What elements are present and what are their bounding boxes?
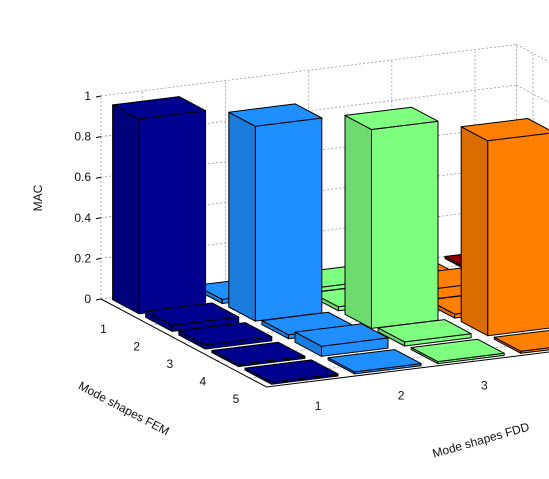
floor-front-edge xyxy=(100,298,549,388)
z-axis-label: MAC xyxy=(31,184,45,211)
x-tick-label: 4 xyxy=(200,375,207,389)
bar-top-face xyxy=(294,323,389,347)
x-tick-label: 2 xyxy=(133,339,140,353)
bar-top-face xyxy=(178,322,273,346)
z-tick-label: 1 xyxy=(84,89,91,103)
bar-5-3 xyxy=(410,338,505,365)
bar-top-face xyxy=(377,319,472,343)
bar-3-1 xyxy=(178,322,273,350)
bar-front-face xyxy=(138,110,207,315)
bar-2-2 xyxy=(228,103,323,322)
bar-front-face xyxy=(371,120,439,329)
bar-top-face xyxy=(244,359,339,383)
bar-top-face xyxy=(228,103,323,127)
bar-top-face xyxy=(410,338,505,363)
y-tick-label: 2 xyxy=(398,389,405,403)
z-tick-mark xyxy=(95,95,102,98)
y-tick-label: 1 xyxy=(315,399,322,413)
bar-top-face xyxy=(211,341,306,366)
z-tick-mark xyxy=(95,298,102,301)
bar-4-3 xyxy=(377,319,472,347)
x-axis-label: Mode shapes FEM xyxy=(76,379,172,439)
bars-layer xyxy=(112,96,549,385)
z-tick-mark xyxy=(95,257,102,260)
bar-side-face xyxy=(228,111,256,322)
bar-4-1 xyxy=(211,341,306,368)
bar-front-face xyxy=(487,132,549,337)
bar-4-4 xyxy=(460,118,549,337)
bar-1-1 xyxy=(112,96,207,315)
bar-2-1 xyxy=(145,302,240,332)
bar-3-3 xyxy=(344,106,439,329)
y-axis-label: Mode shapes FDD xyxy=(431,420,531,461)
x-tick-label: 3 xyxy=(166,357,173,371)
z-tick-label: 0.6 xyxy=(74,170,91,184)
z-tick-mark xyxy=(95,217,102,220)
z-tick-label: 0.2 xyxy=(74,251,91,265)
z-tick-label: 0.8 xyxy=(74,130,91,144)
bar-side-face xyxy=(112,104,140,315)
bar-top-face xyxy=(493,329,549,352)
z-tick-mark xyxy=(95,136,102,139)
bar-top-face xyxy=(327,349,422,373)
z-tick-mark xyxy=(95,176,102,179)
bar-top-face xyxy=(344,106,439,130)
bar-4-2 xyxy=(294,323,389,357)
ticks-layer: 00.20.40.60.811234512345 xyxy=(74,89,488,413)
x-tick-label: 1 xyxy=(100,322,107,336)
bar-top-face xyxy=(145,302,240,326)
bar-top-face xyxy=(112,96,207,120)
x-tick-label: 5 xyxy=(233,392,240,406)
z-tick-label: 0 xyxy=(84,292,91,306)
bar-side-face xyxy=(344,114,372,329)
z-tick-label: 0.4 xyxy=(74,211,91,225)
bar-5-2 xyxy=(327,349,422,375)
bar-side-face xyxy=(460,126,489,337)
grid-line xyxy=(100,44,517,97)
bar-top-face xyxy=(460,118,549,142)
bar-5-4 xyxy=(493,329,549,354)
bar-front-face xyxy=(254,117,323,322)
bar-5-1 xyxy=(244,359,339,385)
y-tick-label: 3 xyxy=(481,378,488,392)
